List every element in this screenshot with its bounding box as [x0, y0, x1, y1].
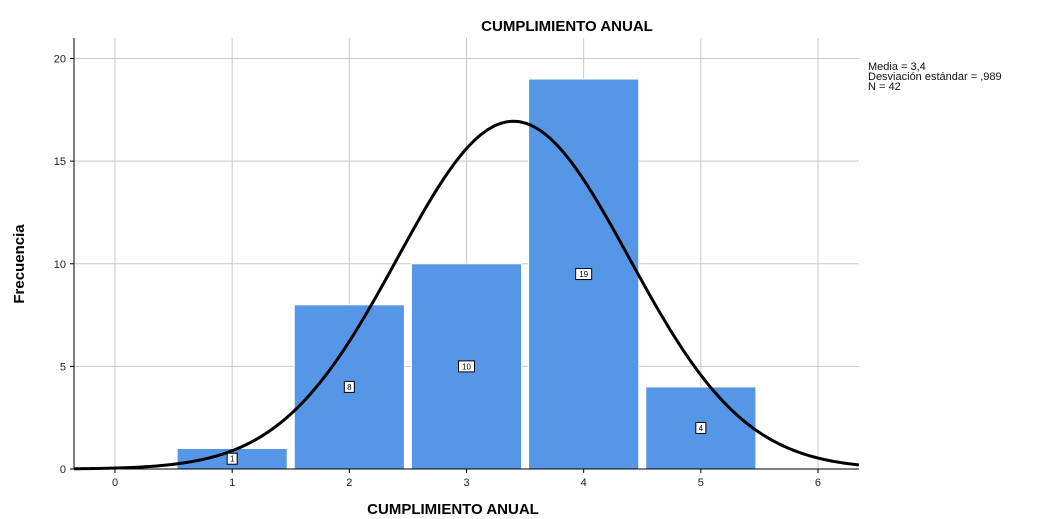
data-label-1: 1	[226, 452, 238, 465]
y-tick-label-20: 20	[54, 54, 66, 66]
y-tick-label-5: 5	[60, 361, 66, 373]
data-label-4: 19	[575, 268, 593, 281]
svg-text:4: 4	[699, 424, 704, 433]
y-tick-labels: 0 5 10 15 20	[54, 54, 74, 476]
x-axis-label: CUMPLIMIENTO ANUAL	[367, 501, 539, 518]
x-tick-label-3: 3	[463, 477, 469, 489]
x-tick-label-6: 6	[815, 477, 821, 489]
svg-text:1: 1	[230, 455, 235, 464]
data-labels: 1 8 10 19 4	[226, 268, 707, 465]
y-tick-label-10: 10	[54, 259, 66, 271]
y-tick-label-15: 15	[54, 156, 66, 168]
svg-text:19: 19	[579, 270, 588, 279]
stat-line-3: N = 42	[868, 81, 901, 93]
y-tick-label-0: 0	[60, 464, 66, 476]
chart-title: CUMPLIMIENTO ANUAL	[481, 18, 653, 35]
normal-curve	[73, 119, 860, 471]
x-tick-label-5: 5	[698, 477, 704, 489]
x-tick-label-0: 0	[112, 477, 118, 489]
x-tick-label-4: 4	[581, 477, 587, 489]
x-tick-label-2: 2	[346, 477, 352, 489]
x-tick-label-1: 1	[229, 477, 235, 489]
stat-line-1: Media = 3,4	[868, 61, 926, 73]
stat-line-2: Desviación estándar = ,989	[868, 71, 1002, 83]
data-label-5: 4	[695, 421, 707, 434]
y-axis-label: Frecuencia	[11, 224, 28, 304]
x-tick-labels: 0 1 2 3 4 5 6	[112, 469, 821, 489]
bars	[176, 78, 757, 470]
svg-text:8: 8	[347, 383, 352, 392]
data-label-2: 8	[343, 380, 355, 393]
data-label-3: 10	[458, 360, 475, 373]
svg-text:10: 10	[462, 362, 471, 371]
